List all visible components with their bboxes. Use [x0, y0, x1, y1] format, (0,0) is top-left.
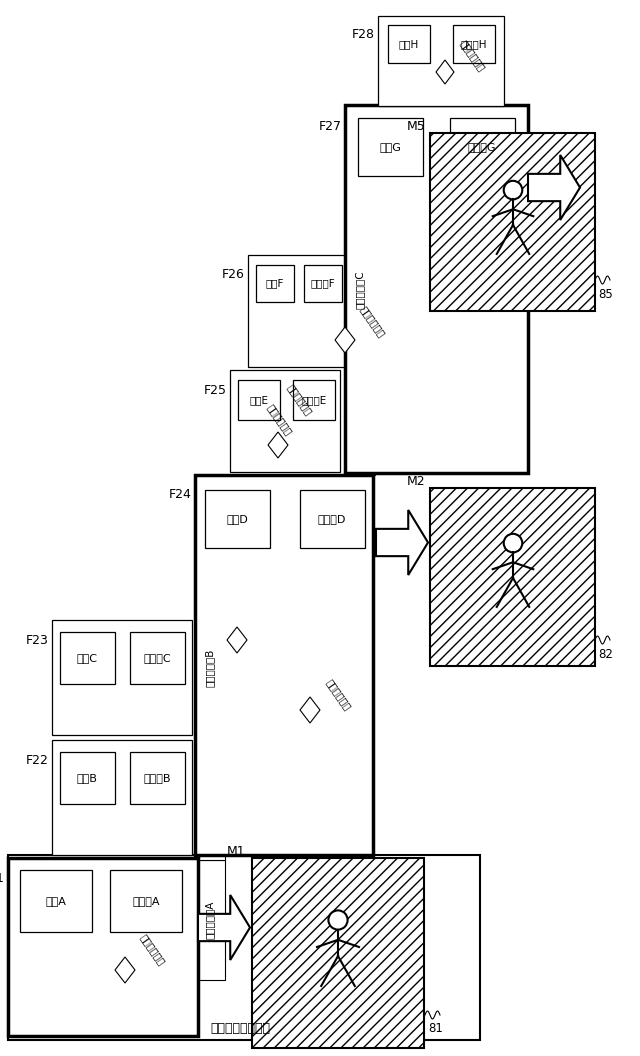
Bar — [8, 855, 480, 1040]
Bar — [293, 380, 335, 420]
Text: 画像H: 画像H — [399, 39, 419, 49]
Text: 開始フレーム: 開始フレーム — [138, 932, 166, 967]
Text: マスクF: マスクF — [310, 278, 335, 288]
Polygon shape — [528, 155, 580, 220]
Text: 画像D: 画像D — [226, 514, 248, 524]
Bar — [252, 857, 424, 1048]
Bar — [388, 25, 430, 63]
Bar — [345, 105, 528, 473]
Text: M2: M2 — [406, 475, 425, 488]
Text: 画像G: 画像G — [379, 142, 401, 152]
Text: マスクH: マスクH — [461, 39, 487, 49]
Bar — [300, 490, 365, 548]
Bar — [130, 752, 185, 804]
Text: 画像C: 画像C — [77, 653, 97, 663]
Text: F21: F21 — [0, 871, 5, 885]
Polygon shape — [335, 327, 355, 353]
Text: マスクA: マスクA — [132, 895, 160, 906]
Text: マスクE: マスクE — [301, 395, 326, 406]
Polygon shape — [376, 510, 428, 576]
Bar — [110, 870, 182, 932]
Bar — [430, 133, 595, 312]
Text: F28: F28 — [352, 27, 375, 40]
Bar — [304, 265, 342, 302]
Text: F24: F24 — [169, 489, 192, 502]
Polygon shape — [268, 432, 288, 458]
Bar — [430, 488, 595, 666]
Bar — [20, 870, 92, 932]
Text: 追加輪郭線B: 追加輪郭線B — [205, 648, 215, 687]
Text: 画像A: 画像A — [45, 895, 67, 906]
Bar — [248, 254, 348, 367]
Text: M1: M1 — [227, 845, 245, 857]
Bar — [358, 118, 423, 176]
Polygon shape — [300, 697, 320, 723]
Bar — [195, 475, 225, 860]
Bar — [230, 370, 340, 472]
Text: 画像F: 画像F — [266, 278, 284, 288]
Bar — [52, 740, 192, 855]
Bar — [130, 631, 185, 684]
Bar — [238, 380, 280, 420]
Text: F22: F22 — [26, 754, 49, 767]
Text: 追加輪郭線C: 追加輪郭線C — [355, 270, 365, 309]
Bar — [52, 620, 192, 735]
Text: マスクB: マスクB — [143, 773, 171, 782]
Text: 追加輪郭線A: 追加輪郭線A — [205, 901, 215, 939]
Text: マスクC: マスクC — [143, 653, 171, 663]
Bar — [195, 475, 373, 855]
Polygon shape — [227, 627, 247, 653]
Text: F26: F26 — [222, 268, 245, 282]
Polygon shape — [198, 895, 250, 960]
Text: F27: F27 — [319, 120, 342, 133]
Text: 85: 85 — [598, 288, 612, 302]
Text: 82: 82 — [598, 648, 613, 661]
Text: 画像B: 画像B — [77, 773, 97, 782]
Text: 画像E: 画像E — [250, 395, 269, 406]
Bar — [450, 118, 515, 176]
Bar — [8, 857, 198, 1036]
Text: F23: F23 — [26, 634, 49, 646]
Text: 追加輪郭生成装置: 追加輪郭生成装置 — [210, 1021, 270, 1035]
Bar — [345, 105, 375, 475]
Bar — [430, 133, 595, 312]
Text: 終了フレーム: 終了フレーム — [285, 382, 314, 417]
Bar — [430, 488, 595, 666]
Bar — [205, 490, 270, 548]
Bar — [60, 752, 115, 804]
Circle shape — [504, 534, 522, 552]
Text: M5: M5 — [406, 120, 425, 133]
Bar — [453, 25, 495, 63]
Text: 開始フレーム: 開始フレーム — [324, 678, 353, 713]
Text: F25: F25 — [204, 383, 227, 396]
Bar — [60, 631, 115, 684]
Polygon shape — [115, 957, 135, 983]
Bar — [252, 857, 424, 1048]
Bar — [256, 265, 294, 302]
Text: 81: 81 — [428, 1021, 443, 1035]
Text: 開始フレーム: 開始フレーム — [358, 305, 387, 339]
Circle shape — [328, 910, 348, 929]
Text: マスクG: マスクG — [468, 142, 496, 152]
Text: 終了フレーム: 終了フレーム — [458, 39, 486, 73]
Bar — [378, 16, 504, 106]
Bar — [195, 860, 225, 980]
Polygon shape — [436, 60, 454, 84]
Circle shape — [504, 181, 522, 200]
Text: 終了フレーム: 終了フレーム — [265, 402, 293, 437]
Text: マスクD: マスクD — [318, 514, 346, 524]
